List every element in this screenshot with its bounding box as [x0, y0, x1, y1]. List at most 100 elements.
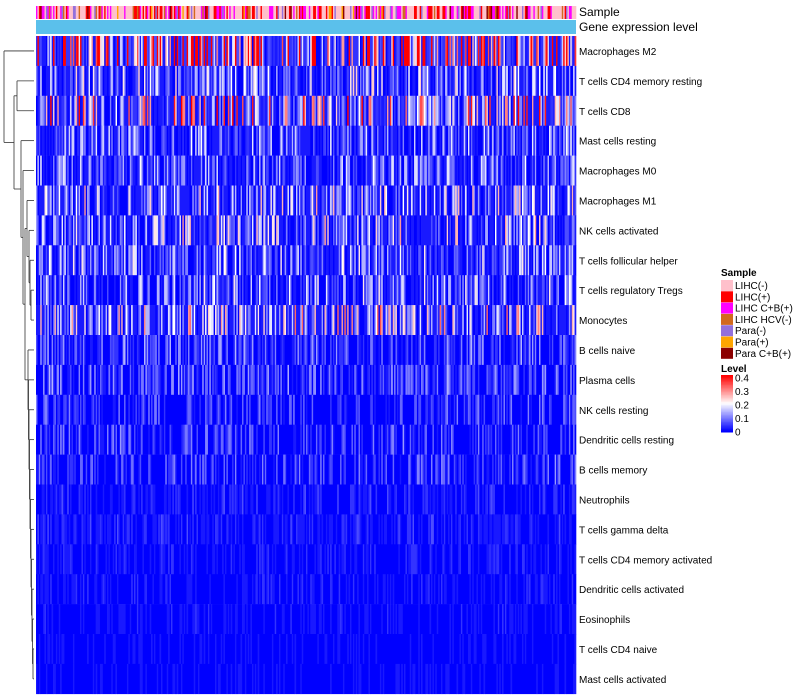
heatmap-cell	[117, 454, 119, 485]
heatmap-cell	[468, 394, 470, 425]
heatmap-cell	[217, 424, 220, 455]
heatmap-cell	[198, 36, 200, 67]
heatmap-cell	[77, 305, 85, 336]
heatmap-cell	[358, 275, 364, 306]
heatmap-cell	[37, 65, 41, 97]
heatmap-cell	[341, 454, 344, 485]
heatmap-cell	[65, 394, 68, 425]
heatmap-cell	[139, 36, 142, 67]
sample-annotation-cell	[155, 6, 158, 19]
heatmap-cell	[280, 155, 283, 186]
heatmap-cell	[176, 95, 179, 126]
heatmap-cell	[463, 65, 466, 97]
sample-annotation-cell	[153, 6, 156, 19]
heatmap-cell	[129, 305, 132, 336]
heatmap-cell	[91, 36, 94, 67]
heatmap-cell	[318, 275, 327, 306]
heatmap-cell	[189, 335, 195, 366]
heatmap-cell	[260, 305, 264, 336]
heatmap-cell	[306, 335, 308, 366]
heatmap-cell	[254, 364, 257, 396]
heatmap-cell	[139, 305, 142, 336]
heatmap-cell	[139, 335, 145, 366]
heatmap-cell	[431, 275, 433, 306]
heatmap-cell	[78, 65, 81, 97]
heatmap-cell	[148, 215, 150, 246]
heatmap-cell	[237, 275, 240, 306]
heatmap-cell	[510, 36, 513, 67]
heatmap-cell	[102, 364, 106, 396]
heatmap-cell	[98, 305, 101, 336]
heatmap-cell	[240, 125, 243, 156]
heatmap-cell	[455, 65, 457, 97]
heatmap-cell	[114, 424, 116, 455]
heatmap-cell	[168, 245, 170, 276]
heatmap-cell	[124, 215, 126, 246]
heatmap-cell	[180, 155, 183, 186]
sample-annotation-cell	[293, 6, 295, 19]
heatmap-cell	[531, 275, 534, 306]
heatmap-cell	[387, 215, 389, 246]
heatmap-cell	[80, 484, 84, 515]
heatmap-cell	[519, 95, 523, 126]
heatmap-cell	[117, 424, 121, 455]
heatmap-cell	[151, 215, 153, 246]
heatmap-cell	[196, 65, 199, 97]
heatmap-cell	[166, 335, 169, 366]
heatmap-cell	[308, 245, 311, 276]
heatmap-cell	[519, 364, 524, 396]
heatmap-cell	[77, 275, 81, 306]
heatmap-cell	[124, 424, 126, 455]
heatmap-cell	[519, 125, 521, 156]
heatmap-cell	[306, 275, 308, 306]
heatmap-cell	[222, 155, 224, 186]
heatmap-cell	[520, 185, 523, 216]
heatmap-cell	[389, 36, 392, 67]
heatmap-cell	[472, 155, 474, 186]
heatmap-cell	[78, 185, 81, 216]
heatmap-cell	[57, 155, 60, 186]
heatmap-cell	[71, 155, 74, 186]
heatmap-cell	[385, 454, 388, 485]
heatmap-cell	[496, 125, 499, 156]
heatmap-cell	[44, 185, 47, 216]
heatmap-cell	[549, 394, 551, 425]
heatmap-cell	[350, 95, 352, 126]
heatmap-cell	[246, 95, 249, 126]
heatmap-cell	[455, 245, 457, 276]
sample-annotation-cell	[91, 6, 94, 19]
heatmap-cell	[567, 364, 571, 396]
heatmap-cell	[105, 454, 116, 485]
heatmap-cell	[468, 185, 470, 216]
heatmap-cell	[87, 36, 89, 67]
heatmap-cell	[327, 185, 330, 216]
sample-annotation-cell	[117, 6, 119, 19]
heatmap-cell	[227, 454, 233, 485]
heatmap-cell	[297, 36, 300, 67]
heatmap-cell	[291, 364, 294, 396]
heatmap-cell	[477, 185, 480, 216]
heatmap-cell	[443, 185, 446, 216]
sample-annotation-cell	[466, 6, 469, 19]
heatmap-cell	[230, 275, 233, 306]
heatmap-cell	[200, 95, 203, 126]
heatmap-cell	[432, 155, 435, 186]
heatmap-cell	[567, 305, 570, 336]
heatmap-cell	[432, 215, 436, 246]
heatmap-cell	[347, 305, 349, 336]
heatmap-cell	[547, 275, 550, 306]
heatmap-cell	[273, 95, 277, 126]
heatmap-cell	[509, 65, 511, 97]
sample-annotation-cell	[527, 6, 530, 19]
heatmap-cell	[104, 65, 108, 97]
heatmap-cell	[87, 245, 89, 276]
heatmap-cell	[431, 215, 433, 246]
heatmap-cell	[304, 364, 307, 396]
heatmap-cell	[546, 275, 548, 306]
sample-annotation-cell	[426, 6, 429, 19]
heatmap-cell	[450, 65, 455, 97]
heatmap-cell	[101, 305, 104, 336]
heatmap-cell	[342, 215, 345, 246]
heatmap-cell	[529, 185, 531, 216]
heatmap-cell	[81, 394, 84, 425]
